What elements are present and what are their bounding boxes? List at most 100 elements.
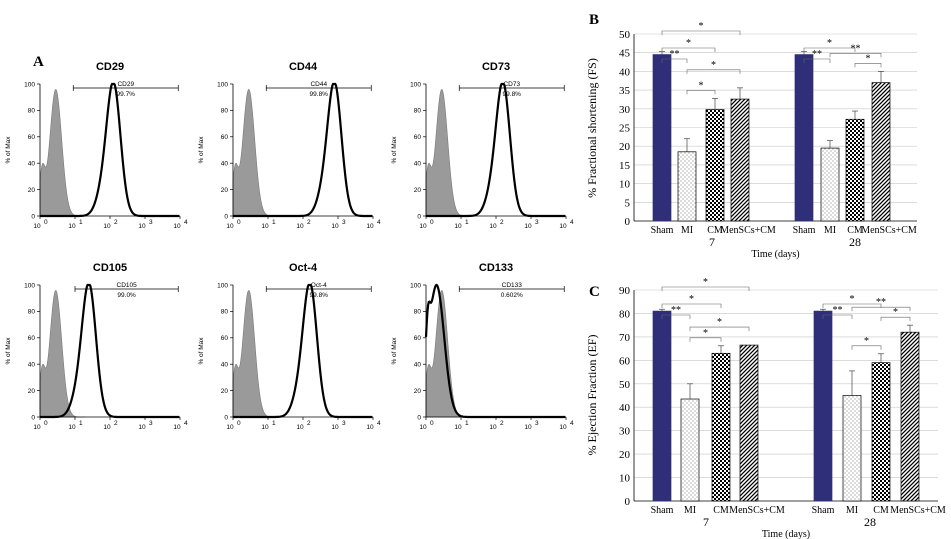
x-axis-label: Time (days)	[762, 529, 810, 539]
y-tick-label: 20	[221, 388, 229, 395]
category-label: CM	[873, 505, 889, 516]
y-tick-label: 60	[221, 335, 229, 342]
y-tick-label: 40	[221, 161, 229, 168]
y-tick-label: 0	[224, 414, 228, 421]
x-tick-label: 10	[68, 424, 76, 431]
y-tick-label: 60	[221, 134, 229, 141]
y-tick-label: 80	[221, 108, 229, 115]
gate-label: CD73	[503, 81, 520, 88]
y-tick-label: 80	[414, 108, 422, 115]
gate-value: 99.8%	[310, 91, 329, 98]
histogram-cd73: CD73% of Max020406080100100101102103104C…	[391, 61, 574, 230]
y-tick-label: 80	[414, 309, 422, 316]
y-tick-label: 30	[619, 426, 631, 438]
x-tick-exponent: 1	[465, 219, 469, 226]
y-tick-label: 80	[28, 309, 36, 316]
group-label: 7	[709, 235, 715, 249]
bar-sham-7	[652, 54, 672, 222]
gate-label: Oct-4	[311, 282, 327, 289]
category-label: Sham	[651, 225, 674, 236]
panel-label-c: C	[589, 284, 600, 300]
y-tick-label: 15	[619, 160, 631, 172]
x-tick-exponent: 4	[570, 219, 574, 226]
category-label: Sham	[651, 505, 674, 516]
bar-menscs-cm-28	[900, 331, 920, 502]
y-tick-label: 40	[28, 161, 36, 168]
x-tick-exponent: 1	[272, 420, 276, 427]
significance-label: *	[827, 38, 832, 49]
x-tick-label: 10	[103, 223, 111, 230]
histogram-cd105: CD105% of Max020406080100100101102103104…	[5, 262, 188, 431]
histogram-cd44: CD44% of Max020406080100100101102103104C…	[198, 61, 381, 230]
significance-bracket	[689, 337, 722, 342]
x-tick-label: 10	[296, 223, 304, 230]
y-tick-label: 40	[221, 362, 229, 369]
bar-sham-28	[813, 310, 833, 502]
x-tick-exponent: 4	[377, 420, 381, 427]
y-tick-label: 80	[28, 108, 36, 115]
significance-bracket	[803, 58, 831, 63]
category-label: CM	[847, 225, 863, 236]
y-tick-label: 100	[217, 81, 228, 88]
x-tick-exponent: 1	[272, 219, 276, 226]
significance-bracket	[689, 326, 750, 332]
group-label: 28	[864, 515, 876, 529]
category-label: MI	[681, 225, 693, 236]
x-tick-label: 10	[489, 223, 497, 230]
significance-bracket	[686, 90, 716, 95]
category-label: MenSCs+CM	[861, 225, 917, 236]
gate-value: 99.8%	[310, 292, 329, 299]
y-axis-label: % of Max	[198, 337, 205, 365]
x-tick-label: 10	[366, 223, 374, 230]
x-tick-label: 10	[33, 223, 41, 230]
x-tick-exponent: 3	[149, 420, 153, 427]
gate-label: CD29	[117, 81, 134, 88]
x-tick-exponent: 3	[535, 219, 539, 226]
y-tick-label: 60	[619, 355, 631, 367]
x-tick-label: 10	[296, 424, 304, 431]
y-tick-label: 70	[619, 332, 631, 344]
category-label: MenSCs+CM	[890, 505, 946, 516]
y-tick-label: 20	[221, 187, 229, 194]
x-tick-exponent: 1	[465, 420, 469, 427]
x-tick-label: 10	[331, 424, 339, 431]
y-tick-label: 60	[414, 335, 422, 342]
x-tick-label: 10	[559, 424, 567, 431]
y-tick-label: 5	[625, 197, 631, 209]
x-tick-label: 10	[419, 424, 427, 431]
x-tick-label: 10	[226, 223, 234, 230]
y-tick-label: 50	[619, 29, 631, 41]
panel-label-b: B	[589, 12, 599, 28]
group-label: 7	[703, 515, 709, 529]
x-tick-label: 10	[366, 424, 374, 431]
x-tick-label: 10	[454, 424, 462, 431]
significance-bracket	[661, 286, 750, 291]
x-tick-exponent: 3	[535, 420, 539, 427]
x-tick-exponent: 0	[430, 420, 434, 427]
significance-label: *	[711, 60, 716, 71]
y-tick-label: 20	[28, 388, 36, 395]
x-tick-label: 10	[524, 223, 532, 230]
x-tick-exponent: 2	[114, 420, 118, 427]
y-tick-label: 60	[28, 335, 36, 342]
group-label: 28	[849, 235, 861, 249]
y-tick-label: 100	[410, 282, 421, 289]
bar-cm-28	[871, 362, 891, 502]
isotype-control-histogram	[232, 89, 279, 217]
x-tick-exponent: 0	[44, 420, 48, 427]
y-axis-label: % of Max	[5, 136, 12, 164]
y-tick-label: 50	[619, 379, 631, 391]
significance-label: *	[703, 277, 708, 288]
histogram-cd133: CD133% of Max020406080100100101102103104…	[391, 262, 574, 431]
y-tick-label: 100	[410, 81, 421, 88]
histogram-title: CD73	[482, 61, 510, 73]
bar-cm-7	[705, 109, 725, 222]
significance-bracket	[880, 316, 911, 322]
y-tick-label: 0	[625, 496, 631, 508]
significance-bracket	[686, 69, 741, 74]
y-tick-label: 100	[217, 282, 228, 289]
significance-label: *	[699, 80, 704, 91]
histogram-cd29: CD29% of Max020406080100100101102103104C…	[5, 61, 188, 230]
